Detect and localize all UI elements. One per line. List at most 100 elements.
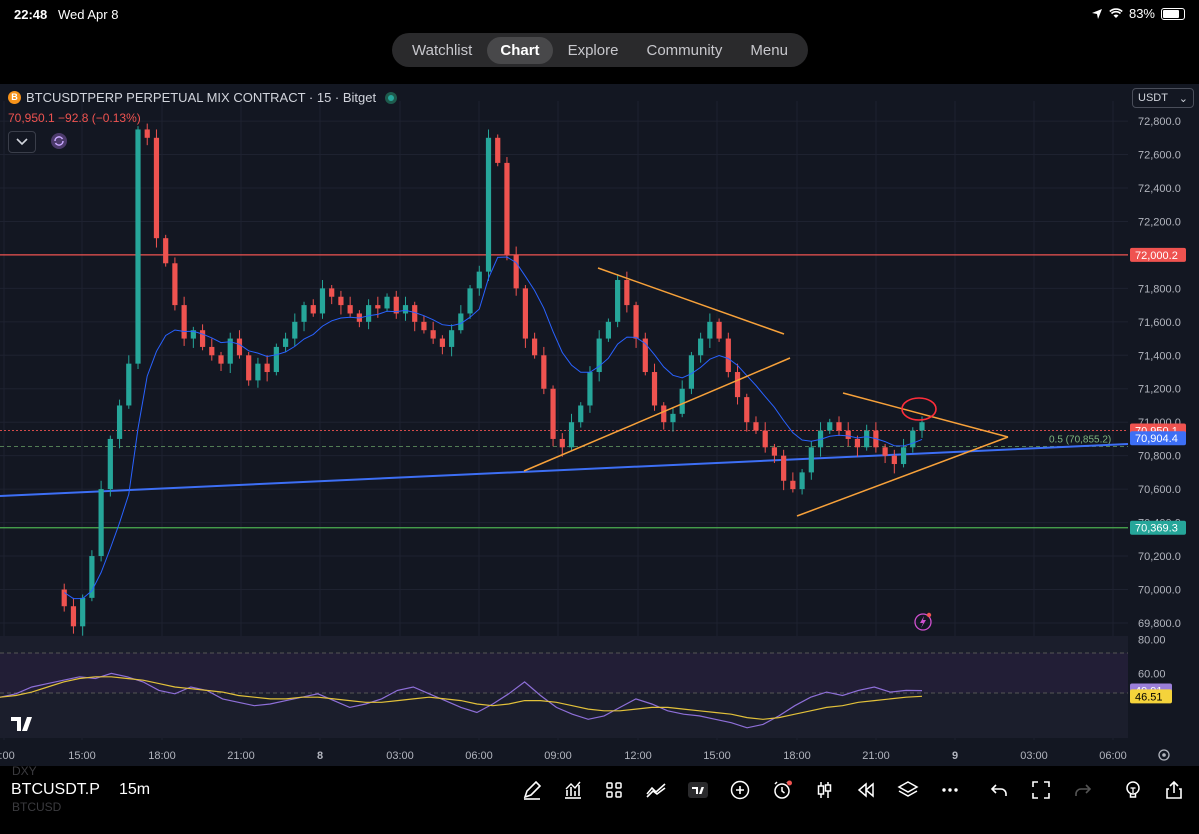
candle-body xyxy=(255,363,261,381)
candle-body xyxy=(310,305,316,314)
time-axis-label: 15:00 xyxy=(68,750,96,762)
price-tag xyxy=(1130,520,1186,535)
pencil-icon xyxy=(523,780,542,800)
chart-title[interactable]: BTCUSDTPERP PERPETUAL MIX CONTRACT · 15 … xyxy=(26,90,377,105)
undo-icon xyxy=(990,784,1007,796)
candle-body xyxy=(568,422,575,448)
candle-body xyxy=(624,280,630,306)
rewind-icon xyxy=(857,782,874,798)
compare-button[interactable] xyxy=(644,778,668,802)
candle-type-button[interactable] xyxy=(812,778,836,802)
location-icon xyxy=(1091,8,1102,19)
share-button[interactable] xyxy=(1162,778,1186,802)
fullscreen-icon xyxy=(1032,781,1050,799)
tab-watchlist[interactable]: Watchlist xyxy=(412,41,473,59)
tab-explore[interactable]: Explore xyxy=(567,41,619,59)
price-tag-label: 70,904.4 xyxy=(1135,433,1178,445)
candle-body xyxy=(402,305,409,314)
candle-body xyxy=(661,405,667,423)
candle-body xyxy=(679,388,685,414)
add-button[interactable] xyxy=(728,778,752,802)
candle-body xyxy=(919,422,925,431)
candle-body xyxy=(596,338,602,373)
candle-body xyxy=(688,355,695,389)
more-button[interactable] xyxy=(938,778,962,802)
candle-body xyxy=(532,338,538,356)
ghost-symbol-top: DXY xyxy=(12,764,37,778)
triangle-pattern-line xyxy=(842,392,1009,438)
plus-circle-icon xyxy=(730,780,750,800)
price-axis-label: 70,800.0 xyxy=(1138,451,1181,463)
ideas-button[interactable] xyxy=(1121,778,1145,802)
candle-body xyxy=(716,321,722,339)
chart-canvas[interactable]: 0.5 (70,855.2) 72,800.0 72,600.0 72,400.0 72… xyxy=(0,84,1199,766)
tradingview-button[interactable] xyxy=(686,778,710,802)
fullscreen-button[interactable] xyxy=(1029,778,1053,802)
candle-body xyxy=(412,305,418,322)
candle-body xyxy=(70,606,77,627)
price-tag xyxy=(1130,247,1186,262)
price-axis-label: 71,400.0 xyxy=(1138,350,1181,362)
candle-body xyxy=(449,330,455,347)
undo-button[interactable] xyxy=(987,778,1011,802)
redo-button[interactable] xyxy=(1071,778,1095,802)
candle-body xyxy=(61,589,67,607)
candle-body xyxy=(781,455,787,481)
candle-body xyxy=(642,338,648,373)
wifi-icon xyxy=(1109,8,1123,18)
candle-body xyxy=(264,363,270,373)
time-axis-label: 21:00 xyxy=(227,750,255,762)
layouts-button[interactable] xyxy=(602,778,626,802)
draw-tool-button[interactable] xyxy=(520,778,544,802)
layers-button[interactable] xyxy=(896,778,920,802)
time-axis-label: 03:00 xyxy=(1020,750,1048,762)
candle-body xyxy=(329,288,335,297)
price-axis-label: 71,600.0 xyxy=(1138,317,1181,329)
candle-body xyxy=(458,313,464,331)
replay-button[interactable] xyxy=(854,778,878,802)
candle-body xyxy=(504,162,510,255)
status-date: Wed Apr 8 xyxy=(58,7,119,22)
battery-icon xyxy=(1161,7,1185,20)
candle-body xyxy=(790,480,796,490)
chevron-down-icon xyxy=(16,138,28,146)
candle-body xyxy=(347,305,353,314)
tab-community[interactable]: Community xyxy=(646,41,723,59)
time-axis-label: 09:00 xyxy=(544,750,572,762)
price-axis-label: 71,200.0 xyxy=(1138,384,1181,396)
refresh-button[interactable] xyxy=(47,131,71,151)
candle-body xyxy=(172,263,178,306)
candle-body xyxy=(522,288,528,339)
price-change: 70,950.1 −92.8 (−0.13%) xyxy=(8,111,141,125)
more-icon xyxy=(942,788,958,792)
tab-chart[interactable]: Chart xyxy=(487,36,553,64)
candle-body xyxy=(181,305,187,339)
candle-body xyxy=(615,280,621,322)
candle-body xyxy=(273,346,279,373)
candle-body xyxy=(771,447,778,456)
alert-button[interactable] xyxy=(770,778,794,802)
collapse-legend-button[interactable] xyxy=(8,131,36,153)
settings-icon xyxy=(1158,749,1170,761)
price-axis-label: 69,800.0 xyxy=(1138,618,1181,630)
live-status-icon xyxy=(385,91,398,104)
symbol-label[interactable]: BTCUSDT.P xyxy=(11,781,100,798)
indicators-button[interactable] xyxy=(561,778,585,802)
candle-body xyxy=(541,355,547,389)
chart-area[interactable]: 0.5 (70,855.2) 72,800.0 72,600.0 72,400.0 72… xyxy=(0,84,1199,766)
alarm-icon xyxy=(774,780,792,799)
candle-body xyxy=(116,405,123,439)
time-axis-label: 12:00 xyxy=(624,750,652,762)
time-axis-label: 15:00 xyxy=(703,750,731,762)
price-axis-label: 72,800.0 xyxy=(1138,116,1181,128)
notification-dot-icon xyxy=(926,612,932,618)
candle-body xyxy=(578,405,584,423)
refresh-icon xyxy=(51,133,67,149)
price-tag-label: 72,000.2 xyxy=(1135,250,1178,262)
tab-menu[interactable]: Menu xyxy=(750,41,788,59)
candle-body xyxy=(587,372,593,406)
time-axis-label: 06:00 xyxy=(1099,750,1127,762)
interval-button[interactable]: 15m xyxy=(119,781,151,798)
currency-select[interactable]: USDT ⌄ xyxy=(1132,88,1194,108)
candle-body xyxy=(900,447,907,465)
